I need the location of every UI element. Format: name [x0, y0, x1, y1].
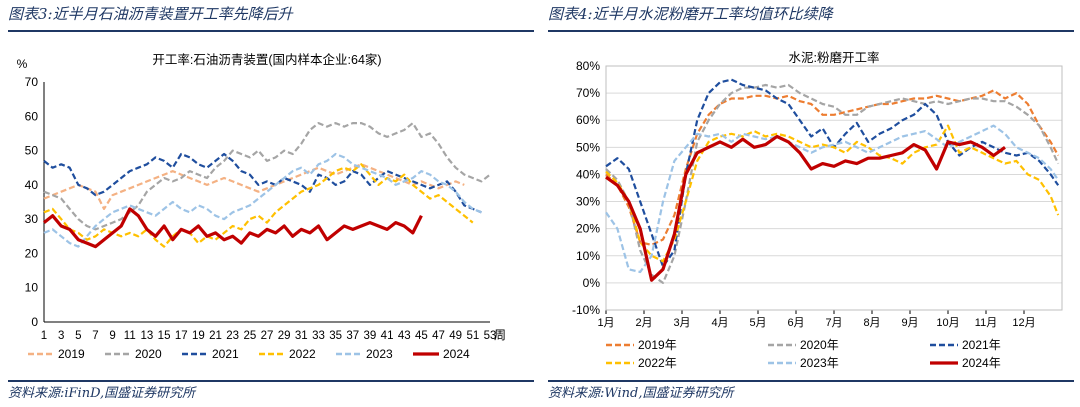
- x-tick-label: 15: [158, 330, 171, 342]
- legend-label: 2020年: [800, 338, 839, 352]
- legend-label: 2019年: [638, 338, 677, 352]
- x-tick-label: 45: [415, 330, 428, 342]
- x-tick-label: 7月: [825, 317, 842, 329]
- y-tick-label: 10%: [576, 249, 600, 263]
- x-tick-label: 27: [261, 330, 274, 342]
- x-tick-label: 9月: [901, 317, 918, 329]
- y-tick-label: -10%: [572, 303, 600, 317]
- source-note: 资料来源:iFinD,国盛证券研究所: [8, 386, 196, 401]
- figure-title: 图表4:近半月水泥粉磨开工率均值环比续降: [548, 5, 833, 23]
- y-tick-label: 20: [25, 246, 39, 260]
- cement-chart-svg: 水泥:粉磨开工率 -10% 0% 10% 20% 30% 40% 50% 60% 70% 80% 1月…: [572, 50, 1063, 370]
- x-tick-label: 37: [346, 330, 359, 342]
- y-tick-label: 10: [25, 281, 39, 295]
- y-tick-label: 60: [25, 109, 39, 123]
- x-tick-label: 5月: [749, 317, 766, 329]
- series-line-2023: [43, 152, 482, 248]
- x-tick-label: 39: [364, 330, 377, 342]
- x-tick-label: 47: [432, 330, 445, 342]
- legend-label: 2024: [443, 347, 470, 361]
- y-tick-label: 70%: [576, 86, 600, 100]
- x-tick-label: 1月: [597, 317, 614, 329]
- x-tick-label: 53: [484, 330, 497, 342]
- x-tick-label: 7: [92, 330, 98, 342]
- x-tick-label: 3: [58, 330, 64, 342]
- x-axis-label: 周: [494, 328, 506, 342]
- source-note: 资料来源:Wind,国盛证券研究所: [548, 386, 734, 401]
- y-tick-label: 40%: [576, 167, 600, 181]
- y-tick-label: 70: [25, 75, 39, 89]
- chart-title: 水泥:粉磨开工率: [789, 50, 880, 65]
- y-tick-label: 30%: [576, 195, 600, 209]
- y-tick-label: 20%: [576, 222, 600, 236]
- series-line-2020: [43, 121, 491, 231]
- x-tick-label: 10月: [936, 317, 959, 329]
- bottom-rule: [548, 380, 1074, 382]
- x-tick-label: 5: [75, 330, 81, 342]
- y-tick-label: 30: [25, 212, 39, 226]
- x-tick-label: 19: [192, 330, 205, 342]
- y-tick-label: 0: [31, 315, 38, 329]
- y-tick-label: 50: [25, 144, 39, 158]
- x-tick-label: 11月: [975, 317, 997, 329]
- series-line-2021: [43, 152, 482, 214]
- x-tick-label: 2月: [635, 317, 652, 329]
- x-tick-label: 33: [312, 330, 325, 342]
- y-tick-label: 80%: [576, 59, 600, 73]
- x-tick-label: 29: [278, 330, 291, 342]
- x-tick-label: 4月: [711, 317, 728, 329]
- series-line-2022年: [605, 124, 1060, 263]
- bottom-rule: [8, 380, 534, 382]
- x-tick-label: 21: [209, 330, 222, 342]
- y-tick-label: 50%: [576, 140, 600, 154]
- x-tick-label: 41: [381, 330, 394, 342]
- legend-label: 2023: [366, 347, 393, 361]
- chart-panel-cement: 图表4:近半月水泥粉磨开工率均值环比续降 水泥:粉磨开工率 -10% 0% 10% 20…: [548, 0, 1074, 407]
- top-rule: [548, 30, 1074, 32]
- legend-label: 2019: [58, 347, 85, 361]
- x-tick-label: 49: [449, 330, 462, 342]
- top-rule: [8, 30, 534, 32]
- chart-panel-asphalt: 图表3:近半月石油沥青装置开工率先降后升 开工率:石油沥青装置(国内样本企业:6…: [8, 0, 534, 407]
- series-line-2023年: [605, 124, 1060, 274]
- x-tick-label: 23: [226, 330, 239, 342]
- series-line-2019年: [605, 89, 1060, 246]
- series-line-2022: [43, 163, 474, 248]
- y-axis-label: %: [17, 57, 28, 71]
- x-tick-label: 43: [398, 330, 411, 342]
- legend-label: 2022: [289, 347, 316, 361]
- y-tick-label: 60%: [576, 113, 600, 127]
- plot-frame: [605, 65, 1063, 311]
- x-tick-label: 35: [329, 330, 342, 342]
- x-tick-label: 9: [109, 330, 115, 342]
- figure-title: 图表3:近半月石油沥青装置开工率先降后升: [8, 5, 293, 23]
- series-line-2020年: [605, 83, 1060, 284]
- x-tick-label: 3月: [673, 317, 690, 329]
- series-line-2024: [42, 207, 423, 249]
- chart-title: 开工率:石油沥青装置(国内样本企业:64家): [152, 52, 381, 67]
- x-tick-label: 51: [466, 330, 479, 342]
- x-tick-label: 17: [175, 330, 188, 342]
- x-tick-label: 8月: [863, 317, 880, 329]
- legend-label: 2024年: [962, 356, 1001, 370]
- x-tick-label: 13: [141, 330, 154, 342]
- legend-label: 2020: [135, 347, 162, 361]
- legend-label: 2023年: [800, 356, 839, 370]
- legend-label: 2022年: [638, 356, 677, 370]
- x-tick-label: 31: [295, 330, 308, 342]
- legend-label: 2021年: [962, 338, 1001, 352]
- x-tick-label: 11: [124, 330, 136, 342]
- series-line-2019: [43, 163, 465, 210]
- series-line-2024年: [605, 134, 1006, 282]
- x-tick-label: 25: [243, 330, 256, 342]
- legend-label: 2021: [212, 347, 239, 361]
- y-tick-label: 0%: [583, 276, 601, 290]
- x-tick-label: 6月: [787, 317, 804, 329]
- x-tick-label: 12月: [1012, 317, 1035, 329]
- x-tick-label: 1: [41, 330, 47, 342]
- y-tick-label: 40: [25, 178, 39, 192]
